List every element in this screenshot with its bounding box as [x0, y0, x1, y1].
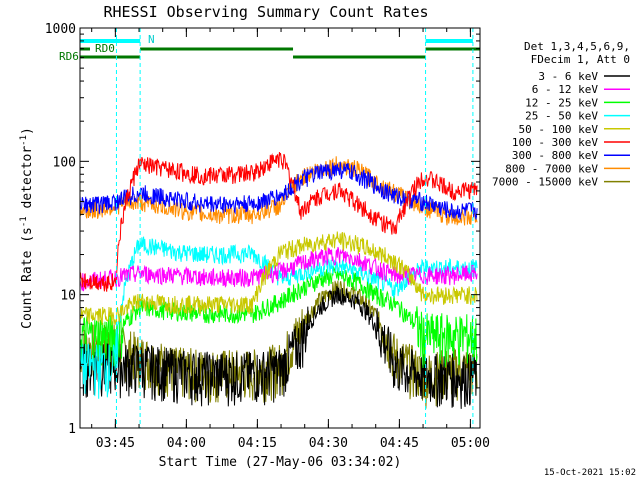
legend-label: 300 - 800 keV	[512, 149, 598, 162]
series-line	[79, 286, 478, 409]
x-tick-label: 04:30	[309, 436, 348, 451]
x-tick-label: 04:45	[380, 436, 419, 451]
legend-label: 3 - 6 keV	[538, 70, 598, 83]
y-tick-label: 1000	[45, 22, 76, 37]
x-tick-label: 04:00	[167, 436, 206, 451]
x-tick-label: 03:45	[96, 436, 135, 451]
annotation-bars	[80, 39, 480, 59]
series-line	[79, 151, 478, 292]
legend-label: 7000 - 15000 keV	[492, 176, 598, 189]
legend-label: 800 - 7000 keV	[505, 162, 598, 175]
legend-label: 6 - 12 keV	[532, 83, 599, 96]
rd6-label: RD6	[59, 50, 79, 63]
series-layer	[79, 151, 478, 409]
series-line	[79, 161, 478, 220]
legend-label: 25 - 50 keV	[525, 110, 598, 123]
axis-ticks: 1 10 100 1000 03:45 04:00 04:15 04:30 04:45 05:00	[45, 22, 490, 451]
y-tick-label: 100	[53, 155, 76, 170]
y-axis-label: Count Rate (s-1 detector-1)	[19, 127, 35, 329]
legend-header-line2: FDecim 1, Att 0	[531, 53, 630, 66]
legend-label: 100 - 300 keV	[512, 136, 598, 149]
mode-change-markers	[115, 28, 474, 428]
n-label: N	[148, 33, 155, 46]
timestamp: 15-Oct-2021 15:02	[544, 468, 636, 478]
series-line	[79, 231, 478, 326]
legend-label: 50 - 100 keV	[519, 123, 599, 136]
x-tick-label: 04:15	[238, 436, 277, 451]
y-tick-label: 10	[60, 289, 76, 304]
legend-label: 12 - 25 keV	[525, 96, 598, 109]
rd0-label: RD0	[95, 42, 115, 55]
x-tick-label: 05:00	[451, 436, 490, 451]
legend-header-line1: Det 1,3,4,5,6,9,	[524, 40, 630, 53]
chart-title: RHESSI Observing Summary Count Rates	[103, 3, 428, 21]
x-axis-label: Start Time (27-May-06 03:34:02)	[159, 455, 402, 470]
plot-frame	[79, 27, 481, 429]
y-tick-label: 1	[68, 422, 76, 437]
